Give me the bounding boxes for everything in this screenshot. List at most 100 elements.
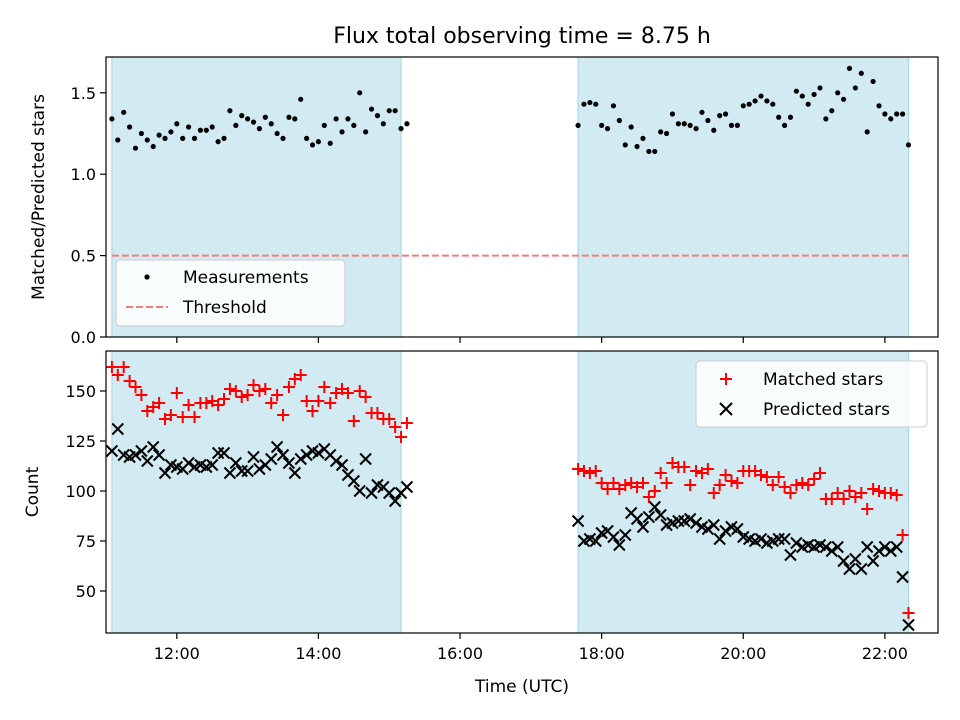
matched-star-point (825, 493, 838, 505)
measurement-point (404, 121, 410, 127)
marker-stroke (855, 562, 868, 576)
predicted-star-point (141, 454, 154, 468)
matched-star-point (802, 479, 815, 491)
y-tick-label: 100 (65, 482, 96, 501)
matched-star-point (265, 397, 278, 409)
predicted-star-point (265, 452, 278, 466)
marker-stroke (737, 530, 750, 544)
matched-star-point (247, 379, 260, 391)
predicted-star-point (571, 514, 585, 528)
y-tick-label: 150 (65, 382, 96, 401)
predicted-star-point (111, 422, 125, 436)
predicted-star-point (182, 456, 195, 470)
matched-star-point (341, 387, 354, 399)
marker-stroke (801, 538, 815, 552)
measurement-point (805, 101, 811, 107)
predicted-star-point (689, 516, 703, 530)
measurement-point (640, 135, 646, 141)
matched-star-point (312, 395, 325, 407)
bottom-axes-frame (105, 350, 939, 634)
predicted-star-point (247, 450, 260, 464)
measurement-point (722, 111, 729, 117)
top-legend-box (115, 259, 346, 327)
measurement-point (292, 116, 298, 122)
marker-stroke (235, 464, 248, 478)
marker-stroke (388, 494, 402, 508)
measurement-point (687, 122, 693, 128)
marker-stroke (819, 540, 833, 554)
top-y-ticks: 0.0 0.5 1.0 1.5 (71, 84, 106, 347)
measurement-point (286, 114, 292, 120)
measurement-point (156, 132, 162, 138)
predicted-star-point (206, 458, 219, 472)
measurement-point (304, 135, 310, 141)
matched-star-point (212, 399, 225, 411)
measurement-point (876, 103, 882, 109)
predicted-star-point (223, 466, 237, 480)
measurement-point (321, 122, 327, 128)
predicted-star-point (353, 484, 366, 498)
measurement-point (339, 129, 345, 135)
matched-star-point (253, 385, 266, 397)
predicted-star-point (294, 452, 307, 466)
predicted-star-point (359, 452, 372, 466)
matched-star-point (890, 489, 903, 501)
measurement-point (315, 139, 322, 145)
measurement-point (398, 126, 404, 132)
top-panel: 0.0 0.5 1.0 1.5 Matched/Predicted stars Mea… (29, 56, 939, 347)
marker-stroke (872, 544, 886, 558)
predicted-star-point (235, 464, 248, 478)
marker-stroke (778, 532, 791, 546)
matched-star-point (259, 383, 272, 395)
marker-stroke (111, 422, 125, 436)
matched-star-point (754, 469, 767, 481)
marker-stroke (902, 618, 915, 632)
matched-star-point (129, 381, 142, 393)
matched-star-point (235, 391, 248, 403)
measurement-point (858, 70, 864, 76)
matched-star-point (395, 431, 408, 443)
predicted-star-point (648, 500, 661, 514)
measurement-point (280, 135, 286, 141)
matched-star-point (117, 361, 130, 373)
marker-stroke (158, 466, 172, 480)
marker-stroke (223, 466, 237, 480)
measurement-point (575, 122, 581, 128)
matched-star-point (123, 375, 136, 387)
matched-star-point (861, 503, 874, 515)
measurement-point (227, 108, 233, 114)
marker-stroke (772, 532, 785, 546)
measurement-point (870, 78, 876, 85)
y-tick-label: 0.0 (71, 328, 96, 347)
marker-stroke (241, 464, 254, 478)
x-tick-label: 18:00 (579, 644, 625, 663)
marker-stroke (866, 554, 880, 568)
marker-stroke (607, 530, 620, 544)
predicted-star-point (825, 544, 838, 558)
matched-star-point (648, 485, 661, 497)
marker-stroke (194, 458, 207, 472)
measurement-point (309, 142, 316, 148)
matched-star-point (105, 361, 118, 373)
predicted-star-point (241, 464, 254, 478)
predicted-star-point (619, 528, 632, 542)
matched-star-point (223, 383, 236, 395)
marker-stroke (701, 522, 715, 536)
matched-star-point (855, 487, 868, 499)
matched-star-point (719, 469, 732, 481)
marker-stroke (742, 532, 756, 546)
marker-stroke (707, 518, 720, 532)
top-shaded-intervals (111, 57, 910, 337)
x-tick-label: 22:00 (862, 644, 908, 663)
measurement-point (245, 116, 251, 122)
measurement-point (894, 111, 900, 117)
predicted-star-point (878, 540, 892, 554)
marker-stroke (105, 444, 119, 458)
measurement-point (888, 116, 894, 122)
marker-stroke (601, 524, 614, 538)
measurement-point (793, 88, 799, 94)
matched-star-point (182, 399, 195, 411)
measurement-point (799, 93, 805, 99)
marker-stroke (170, 460, 184, 474)
predicted-star-point (701, 522, 715, 536)
